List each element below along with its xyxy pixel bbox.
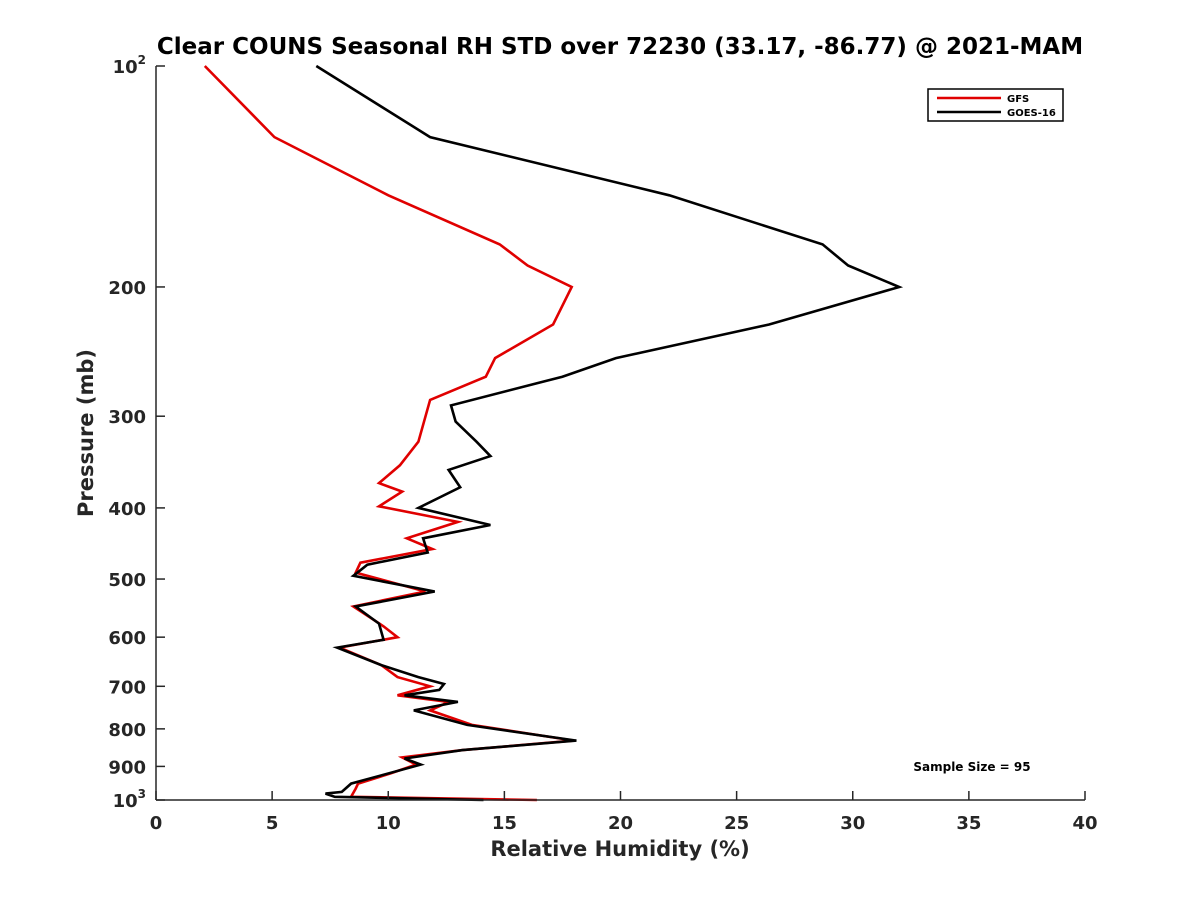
y-tick-label: 103 [113, 787, 146, 812]
legend-label-gfs: GFS [1007, 94, 1029, 105]
legend-label-goes-16: GOES-16 [1007, 108, 1056, 119]
x-tick-label: 5 [266, 813, 279, 834]
y-tick-label: 500 [108, 570, 146, 591]
x-tick-label: 0 [150, 813, 163, 834]
y-tick-label: 300 [108, 407, 146, 428]
x-tick-label: 10 [376, 813, 401, 834]
series-line-goes-16 [315, 64, 904, 802]
x-tick-label: 15 [492, 813, 517, 834]
axes-layer: 0 5 10 15 20 25 30 35 40 102 200 300 400 500 600 700 800… [108, 53, 1097, 834]
x-axis-label: Relative Humidity (%) [490, 837, 749, 861]
y-axis-label: Pressure (mb) [74, 349, 98, 517]
y-tick-label: 700 [108, 677, 146, 698]
legend-box [927, 88, 1064, 122]
legend: GFS GOES-16 [927, 88, 1064, 122]
y-tick-label: 600 [108, 628, 146, 649]
x-tick-label: 40 [1072, 813, 1097, 834]
y-tick-label: 800 [108, 720, 146, 741]
x-tick-label: 35 [956, 813, 981, 834]
x-tick-label: 30 [840, 813, 865, 834]
series-layer [203, 64, 904, 802]
x-tick-label: 25 [724, 813, 749, 834]
y-tick-label: 200 [108, 278, 146, 299]
sample-size-annotation: Sample Size = 95 [913, 760, 1030, 774]
y-tick-label: 400 [108, 499, 146, 520]
chart-title: Clear COUNS Seasonal RH STD over 72230 (… [157, 34, 1083, 60]
plot-area [156, 66, 1085, 800]
y-tick-label: 102 [113, 53, 146, 78]
y-tick-label: 900 [108, 757, 146, 778]
x-tick-label: 20 [608, 813, 633, 834]
